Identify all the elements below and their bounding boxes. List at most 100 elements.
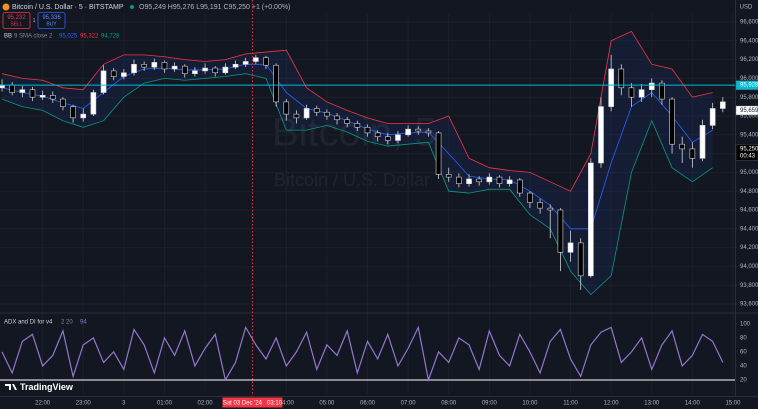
- candle-body: [385, 136, 391, 141]
- x-tick-label: 10:00: [522, 401, 538, 407]
- y-tick-label: 93,800: [740, 283, 758, 289]
- currency[interactable]: USD: [740, 5, 753, 11]
- candle-body: [19, 89, 26, 93]
- logo-icon: [5, 384, 17, 390]
- candle-body: [608, 68, 614, 107]
- candle-body: [588, 162, 594, 277]
- candle-body: [425, 130, 432, 134]
- buy-button[interactable]: [37, 12, 66, 29]
- candle-body: [121, 72, 127, 77]
- y-tick-label: 95,400: [740, 132, 758, 138]
- candle-body: [131, 63, 137, 74]
- candle-body: [628, 87, 635, 98]
- x-tick-label: 11:00: [563, 401, 578, 407]
- candle-body: [699, 125, 706, 159]
- candle-body: [324, 111, 330, 117]
- candle-body: [110, 70, 117, 77]
- candle-body: [476, 178, 482, 183]
- candle-body: [364, 126, 371, 134]
- indicator-label: BB: [4, 34, 12, 40]
- y-tick-label: 95,800: [740, 95, 758, 101]
- y-tick-label: 60: [740, 349, 747, 355]
- price-label-box: [735, 80, 758, 90]
- candle-body: [334, 115, 340, 121]
- candle-body: [679, 143, 686, 150]
- candle-body: [486, 176, 493, 183]
- candle-body: [567, 242, 574, 253]
- symbol-title: Bitcoin / U.S. Dollar · 5 · BITSTAMP: [12, 4, 124, 11]
- candle-body: [395, 134, 401, 141]
- y-tick-label: 96,400: [740, 38, 758, 44]
- candle-body: [598, 106, 604, 164]
- candle-body: [415, 128, 422, 132]
- candle-body: [466, 178, 472, 184]
- adx-params: 2 20: [61, 320, 73, 326]
- candle-body: [405, 128, 411, 136]
- y-tick-label: 20: [740, 378, 747, 384]
- sell-button[interactable]: [2, 12, 31, 29]
- candle-body: [60, 98, 66, 107]
- logo-text: TradingView: [20, 382, 74, 392]
- x-tick-label: 15:00: [725, 401, 741, 407]
- candle-body: [709, 108, 716, 126]
- y-tick-label: 94,200: [740, 245, 758, 251]
- candle-body: [90, 92, 97, 115]
- y-tick-label: 95,600: [740, 114, 758, 120]
- candle-body: [70, 106, 76, 119]
- x-tick-label: 3: [122, 401, 126, 407]
- candle-body: [313, 108, 320, 113]
- symbol-icon: [2, 3, 10, 11]
- candle-body: [49, 95, 56, 100]
- y-tick-label: 96,000: [740, 76, 758, 82]
- adx-title: ADX and DI for v4: [4, 320, 53, 326]
- price-label: 95,659: [740, 108, 758, 114]
- x-tick-label: 01:00: [157, 401, 173, 407]
- y-tick-label: 94,800: [740, 189, 758, 195]
- candle-body: [354, 123, 361, 128]
- candle-body: [202, 67, 208, 72]
- x-tick-label: 13:00: [644, 401, 660, 407]
- y-tick-label: 93,600: [740, 302, 758, 308]
- candle-body: [181, 65, 188, 74]
- candle-body: [192, 70, 198, 74]
- x-tick-label: 22:00: [35, 401, 51, 407]
- candle-body: [689, 148, 696, 159]
- buy-label: BUY: [46, 21, 57, 27]
- candle-body: [232, 63, 239, 68]
- spread: 1: [33, 18, 36, 24]
- watermark-name: Bitcoin / U.S. Dollar: [274, 170, 430, 190]
- price-label-box: [735, 105, 758, 116]
- y-tick-label: 96,200: [740, 57, 758, 63]
- candle-body: [100, 70, 107, 93]
- candle-body: [557, 209, 564, 253]
- band-fill: [2, 31, 713, 295]
- candle-body: [547, 207, 554, 211]
- candle-body: [253, 57, 259, 62]
- indicator-value: 95,322: [80, 34, 99, 40]
- candle-body: [445, 173, 452, 178]
- candle-body: [527, 192, 533, 203]
- crosshair-label-box: [222, 397, 283, 408]
- candle-body: [648, 82, 655, 90]
- indicator-value: 95,025: [59, 34, 78, 40]
- candle-body: [161, 62, 168, 70]
- candle-body: [456, 176, 462, 184]
- candle-body: [344, 119, 350, 124]
- y-tick-label: 94,000: [740, 264, 758, 270]
- candle-body: [212, 67, 219, 74]
- candle-body: [720, 101, 726, 109]
- indicator-params: 9 SMA close 2: [14, 34, 53, 40]
- candle-body: [80, 113, 87, 119]
- x-tick-label: 14:00: [685, 401, 701, 407]
- candle-body: [242, 61, 249, 65]
- candle-body: [374, 132, 381, 137]
- x-tick-label: 02:00: [198, 401, 214, 407]
- candle-body: [29, 89, 36, 98]
- candle-body: [151, 62, 158, 68]
- y-tick-label: 95,000: [740, 170, 758, 176]
- candle-body: [141, 63, 147, 68]
- price-label-box: [735, 144, 758, 161]
- x-tick-label: 09:00: [482, 401, 498, 407]
- x-tick-label: 08:00: [441, 401, 457, 407]
